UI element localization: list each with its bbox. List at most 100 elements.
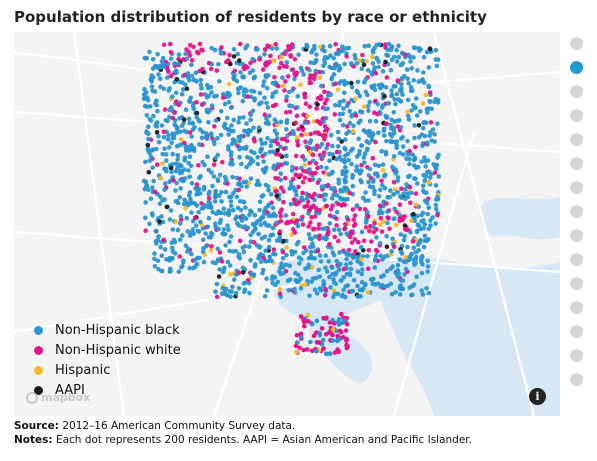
population-dot xyxy=(154,146,159,152)
population-dot xyxy=(384,201,389,206)
population-dot xyxy=(300,179,306,185)
population-dot xyxy=(286,44,291,49)
population-dot xyxy=(184,215,190,221)
population-dot xyxy=(214,68,220,73)
population-dot xyxy=(214,294,220,300)
population-dot xyxy=(394,142,399,148)
population-dot xyxy=(159,268,165,274)
population-dot xyxy=(249,209,254,215)
population-dot xyxy=(295,105,300,110)
pager-dot[interactable] xyxy=(570,229,583,242)
population-dot xyxy=(407,54,413,60)
population-dot xyxy=(372,220,377,226)
population-dot xyxy=(222,101,228,107)
population-dot xyxy=(362,160,367,165)
pager-dot[interactable] xyxy=(570,373,583,386)
pager-dot[interactable] xyxy=(570,61,583,74)
population-dot xyxy=(384,269,390,274)
population-dot xyxy=(235,205,241,211)
population-dot xyxy=(247,244,252,249)
pager-dot[interactable] xyxy=(570,157,583,170)
pager-dot[interactable] xyxy=(570,37,583,50)
population-dot xyxy=(274,46,280,51)
population-dot xyxy=(331,277,336,282)
map-panel[interactable]: Non-Hispanic black Non-Hispanic white Hi… xyxy=(14,32,560,416)
population-dot xyxy=(302,319,307,325)
population-dot xyxy=(370,184,376,190)
population-dot xyxy=(419,257,424,262)
population-dot xyxy=(391,110,397,115)
population-dot xyxy=(304,347,310,352)
population-dot xyxy=(342,145,347,151)
population-dot xyxy=(335,144,341,149)
population-dot xyxy=(237,145,242,150)
population-dot xyxy=(174,77,180,82)
slide-pager[interactable] xyxy=(570,37,584,397)
pager-dot[interactable] xyxy=(570,349,583,362)
population-dot xyxy=(377,203,383,208)
population-dot xyxy=(381,126,387,132)
population-dot xyxy=(143,200,148,205)
population-dot xyxy=(155,258,161,264)
population-dot xyxy=(300,222,306,227)
population-dot xyxy=(167,114,172,120)
population-dot xyxy=(146,124,151,129)
population-dot xyxy=(158,84,163,90)
population-dot xyxy=(357,287,363,293)
population-dot xyxy=(286,89,292,95)
population-dot xyxy=(426,290,432,296)
population-dot xyxy=(199,201,204,206)
population-dot xyxy=(178,186,183,191)
population-dot xyxy=(206,200,212,206)
pager-dot[interactable] xyxy=(570,205,583,218)
source-text: 2012–16 American Community Survey data. xyxy=(62,420,296,432)
population-dot xyxy=(209,232,215,237)
population-dot xyxy=(248,176,254,181)
population-dot xyxy=(347,108,353,114)
population-dot xyxy=(433,183,439,188)
population-dot xyxy=(408,59,413,64)
population-dot xyxy=(314,348,319,354)
population-dot xyxy=(265,105,271,110)
population-dot xyxy=(349,80,354,86)
dot-density-map[interactable] xyxy=(14,32,560,416)
population-dot xyxy=(252,213,258,218)
mapbox-logo[interactable]: mapbox xyxy=(26,391,90,404)
population-dot xyxy=(220,159,225,165)
pager-dot[interactable] xyxy=(570,133,583,146)
population-dot xyxy=(221,227,227,232)
population-dot xyxy=(167,179,172,184)
population-dot xyxy=(366,173,372,178)
population-dot xyxy=(183,243,189,248)
population-dot xyxy=(227,239,232,245)
pager-dot[interactable] xyxy=(570,109,583,122)
population-dot xyxy=(423,174,429,179)
population-dot xyxy=(285,278,291,284)
population-dot xyxy=(264,223,269,228)
population-dot xyxy=(420,183,426,189)
pager-dot[interactable] xyxy=(570,325,583,338)
population-dot xyxy=(189,147,194,152)
population-dot xyxy=(163,152,169,157)
population-dot xyxy=(435,212,440,218)
population-dot xyxy=(184,86,190,91)
pager-dot[interactable] xyxy=(570,181,583,194)
population-dot xyxy=(370,72,375,77)
pager-dot[interactable] xyxy=(570,277,583,290)
population-dot xyxy=(187,120,192,126)
population-dot xyxy=(433,166,439,171)
population-dot xyxy=(302,162,308,168)
population-dot xyxy=(232,138,238,143)
population-dot xyxy=(290,211,296,217)
population-dot xyxy=(153,228,159,234)
population-dot xyxy=(391,192,397,197)
population-dot xyxy=(141,92,147,97)
pager-dot[interactable] xyxy=(570,85,583,98)
population-dot xyxy=(334,258,340,264)
population-dot xyxy=(147,49,152,55)
pager-dot[interactable] xyxy=(570,253,583,266)
population-dot xyxy=(173,90,179,96)
info-icon[interactable]: i xyxy=(529,388,546,405)
population-dot xyxy=(252,150,257,156)
pager-dot[interactable] xyxy=(570,301,583,314)
